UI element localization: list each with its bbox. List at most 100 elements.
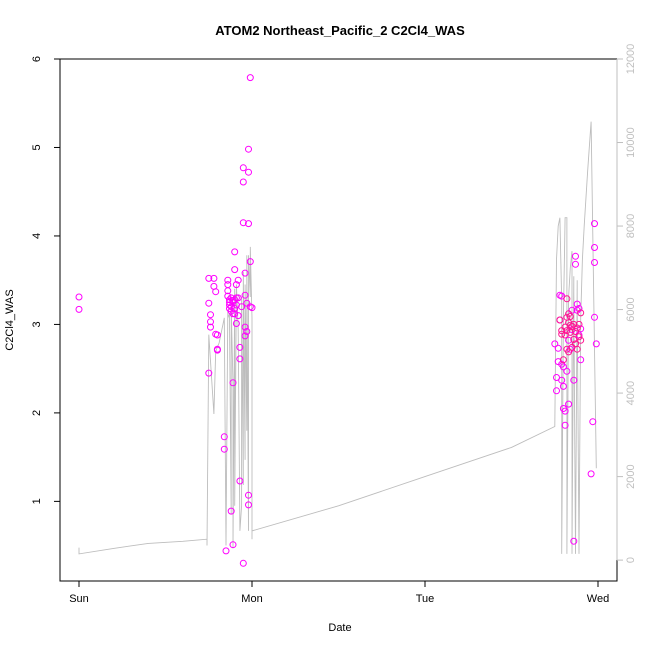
data-point bbox=[591, 259, 598, 266]
y-axis-label: C2Cl4_WAS bbox=[4, 289, 16, 350]
data-point bbox=[213, 331, 221, 339]
data-point bbox=[565, 310, 573, 318]
data-point bbox=[224, 276, 232, 284]
y2-axis: 0 2000 4000 6000 8000 10000 12000 bbox=[616, 44, 637, 563]
data-point bbox=[232, 320, 240, 327]
y2-tick-label: 4000 bbox=[625, 381, 637, 405]
y2-tick-label: 0 bbox=[625, 557, 637, 563]
x-tick-label: Tue bbox=[416, 593, 435, 605]
data-point bbox=[224, 287, 232, 295]
data-point bbox=[563, 367, 571, 375]
y2-tick-label: 8000 bbox=[625, 214, 637, 238]
data-point bbox=[565, 336, 573, 344]
data-point bbox=[570, 537, 578, 545]
data-point bbox=[227, 507, 235, 515]
data-point bbox=[589, 418, 597, 426]
data-point bbox=[245, 145, 252, 153]
data-point bbox=[577, 356, 585, 364]
data-point bbox=[239, 219, 247, 227]
data-point bbox=[572, 260, 579, 268]
data-point bbox=[224, 281, 232, 289]
data-point bbox=[239, 559, 247, 567]
y2-tick-label: 10000 bbox=[625, 127, 637, 158]
data-point bbox=[575, 320, 583, 328]
data-point bbox=[561, 421, 569, 429]
y2-tick-label: 12000 bbox=[625, 44, 637, 75]
y-tick-label: 3 bbox=[31, 321, 43, 327]
data-point bbox=[577, 309, 585, 317]
data-point bbox=[239, 164, 247, 172]
data-point bbox=[243, 299, 251, 307]
data-point bbox=[565, 348, 573, 356]
chart-title: ATOM2 Northeast_Pacific_2 C2Cl4_WAS bbox=[215, 23, 465, 38]
data-point bbox=[561, 407, 569, 415]
y2-tick-label: 2000 bbox=[625, 464, 637, 488]
data-point bbox=[551, 340, 559, 348]
data-point bbox=[220, 433, 228, 441]
data-point bbox=[566, 321, 574, 329]
y-tick-label: 6 bbox=[31, 56, 43, 62]
data-point bbox=[245, 491, 252, 499]
data-point bbox=[207, 311, 214, 319]
data-point bbox=[591, 220, 598, 228]
data-point bbox=[248, 304, 256, 312]
data-point bbox=[554, 344, 562, 352]
data-point bbox=[212, 288, 220, 296]
data-point bbox=[573, 345, 581, 353]
x-tick-label: Sun bbox=[69, 593, 89, 605]
data-point bbox=[575, 333, 583, 341]
data-point bbox=[207, 318, 214, 326]
y-tick-label: 5 bbox=[31, 144, 43, 150]
data-point bbox=[75, 293, 83, 301]
y2-tick-label: 6000 bbox=[625, 297, 637, 321]
data-point bbox=[234, 276, 242, 284]
data-point bbox=[205, 299, 213, 307]
data-point bbox=[213, 346, 221, 354]
data-point bbox=[231, 310, 239, 318]
x-tick-label: Wed bbox=[587, 593, 609, 605]
data-point bbox=[577, 336, 585, 344]
data-point bbox=[241, 323, 249, 331]
data-point bbox=[591, 244, 598, 251]
data-point bbox=[236, 343, 244, 351]
data-point bbox=[241, 269, 249, 277]
data-point bbox=[559, 363, 567, 371]
y-tick-label: 4 bbox=[31, 233, 43, 239]
data-point bbox=[563, 295, 571, 303]
altitude-line bbox=[78, 121, 597, 555]
data-point bbox=[75, 305, 83, 313]
data-point bbox=[222, 547, 230, 555]
data-point bbox=[231, 266, 239, 274]
x-axis-label: Date bbox=[328, 622, 351, 634]
data-point bbox=[241, 291, 249, 299]
data-point bbox=[563, 327, 571, 335]
data-point bbox=[245, 168, 252, 176]
data-point bbox=[224, 292, 232, 300]
data-point bbox=[553, 387, 560, 395]
y-axis: 1 2 3 4 5 6 bbox=[31, 56, 61, 504]
data-point bbox=[234, 312, 242, 320]
data-point bbox=[239, 178, 247, 186]
data-point bbox=[573, 324, 581, 332]
data-point bbox=[558, 330, 566, 338]
data-point bbox=[592, 340, 600, 348]
data-points-layer bbox=[75, 74, 600, 567]
data-point bbox=[558, 376, 566, 384]
data-point bbox=[243, 328, 251, 335]
data-point bbox=[572, 252, 579, 260]
x-tick-label: Mon bbox=[241, 593, 262, 605]
x-axis: Sun Mon Tue Wed bbox=[69, 580, 609, 605]
data-point bbox=[587, 470, 595, 478]
data-point bbox=[220, 445, 228, 453]
y-tick-label: 1 bbox=[31, 498, 43, 504]
data-point bbox=[231, 248, 239, 256]
data-point bbox=[207, 323, 214, 331]
data-point bbox=[591, 313, 598, 321]
data-point bbox=[565, 400, 573, 408]
data-point bbox=[246, 258, 254, 266]
data-point bbox=[232, 281, 240, 289]
data-point bbox=[236, 355, 244, 363]
data-point bbox=[229, 541, 237, 549]
data-point bbox=[566, 328, 574, 336]
